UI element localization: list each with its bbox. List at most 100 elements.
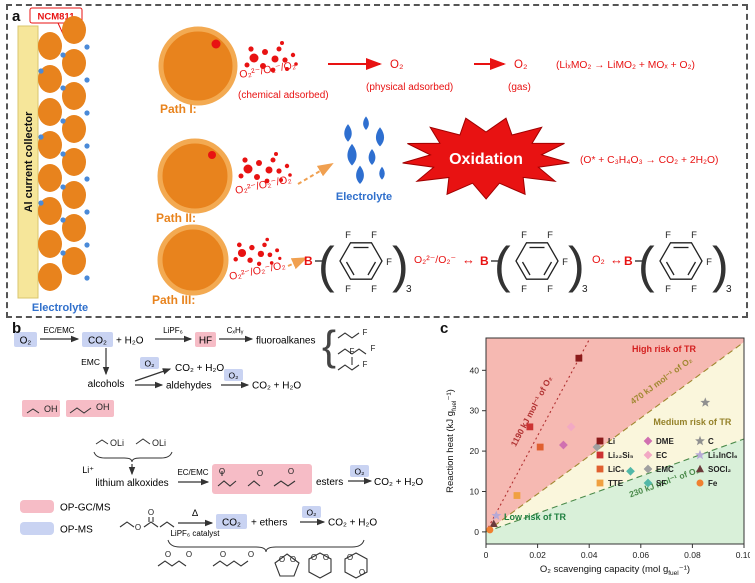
ncm-particle-large [157, 138, 233, 214]
atom-label: O [347, 553, 353, 562]
threshold-line [485, 438, 745, 533]
atom-label: F [363, 328, 368, 337]
panel-b-canvas: O₂ EC/EMC CO₂ + H₂O LiPF₆ HF CₓHᵧ fluoro… [14, 324, 423, 579]
data-point [643, 436, 653, 446]
atom-label: O [135, 523, 141, 532]
legend-label: DME [656, 437, 674, 446]
product-label: fluoroalkanes [256, 336, 315, 347]
equilibrium-arrow: ↔ [462, 252, 475, 267]
intermediate-label: esters [316, 477, 343, 488]
plot-border [485, 337, 745, 545]
y-axis-label: Reaction heat (kJ gfuel⁻¹) [445, 389, 458, 493]
threshold-line [485, 341, 745, 533]
alcohol-structures: OH OH [22, 400, 114, 417]
atom-label: O [311, 553, 317, 562]
legend-label: SOCl₂ [708, 465, 732, 474]
panel-a-label: a [12, 8, 21, 25]
x-tick-label: 0.06 [633, 550, 650, 560]
arrow-condition: LiPF₆ [163, 326, 183, 335]
state-label: (chemical adsorbed) [238, 90, 329, 101]
o2-label: O₂ [145, 359, 155, 369]
legend-label: Li [608, 437, 615, 446]
ncm-particles [38, 16, 86, 291]
data-point [643, 464, 653, 474]
state-label: (physical adsorbed) [366, 82, 453, 93]
intermediate-label: alcohols [88, 379, 125, 390]
electrode: Al current collector NCM811 [17, 7, 90, 314]
data-point [596, 465, 604, 473]
alkoxide-row: OLi OLi Li⁺ lithium alkoxides EC/EMC O O… [82, 438, 423, 494]
hf-label: HF [199, 336, 212, 347]
reaction-row-2: EMC alcohols O₂ CO₂ + H₂O aldehydes O₂ C… [81, 348, 301, 392]
o2-label: O₂ [307, 508, 317, 518]
data-point [536, 443, 544, 451]
path-1-label: Path I: [160, 102, 197, 116]
intermediate-label: aldehydes [166, 381, 212, 392]
o2-label: O₂ [229, 371, 239, 381]
panel-a: a B ( [6, 4, 748, 318]
species-label: O₂²⁻/O₂⁻/O₂ [238, 59, 296, 81]
data-point [513, 492, 521, 499]
product-label: + ethers [251, 518, 287, 529]
dashed-arrow [297, 162, 334, 185]
path-2-label: Path II: [156, 211, 196, 225]
product-label: CO₂ + H₂O [328, 518, 377, 529]
arrow-condition: EC/EMC [177, 468, 208, 477]
atom-label: O [186, 550, 192, 559]
data-point [575, 354, 583, 362]
data-point [491, 510, 502, 520]
oxidation-burst [402, 117, 570, 200]
y-tick-label: 0 [474, 527, 479, 537]
data-point [696, 479, 704, 487]
atom-label: O [148, 508, 154, 517]
o2-label: O₂ [592, 254, 605, 266]
atom-label: O [359, 568, 365, 577]
risk-chart: 1190 kJ mol⁻¹ of O₂ 470 kJ mol⁻¹ of O₂230… [445, 337, 750, 577]
threshold-line [485, 337, 591, 533]
legend-label: TTE [608, 479, 624, 488]
electrolyte-label: Electrolyte [32, 302, 88, 314]
atom-label: O [279, 555, 285, 564]
atom-label: O [288, 467, 294, 476]
atom-label: O [248, 550, 254, 559]
o2-label: O₂ [390, 59, 403, 71]
x-tick-label: 0.02 [529, 550, 546, 560]
reaction-equation: (O* + C₃H₄O₃ → CO₂ + 2H₂O) [580, 155, 718, 166]
collector-label: Al current collector [23, 111, 35, 213]
data-point [700, 397, 711, 407]
atom-label: F [363, 360, 368, 369]
product-label: CO₂ + H₂O [252, 381, 301, 392]
region-label: Low risk of TR [504, 512, 567, 522]
o2-label: O₂ [514, 59, 527, 71]
atom-label: OLi [110, 438, 124, 448]
data-point [596, 479, 604, 487]
x-tick-label: 0.10 [736, 550, 750, 560]
dashed-arrow [287, 257, 308, 270]
arrow-condition: CₓHᵧ [227, 326, 244, 335]
legend-label: LiC₆ [608, 465, 625, 474]
y-tick-label: 40 [470, 365, 480, 375]
x-tick-label: 0.04 [581, 550, 598, 560]
atom-label: O [165, 550, 171, 559]
panel-c-label: c [440, 320, 449, 337]
delta-label: Δ [192, 508, 199, 519]
data-point [643, 478, 653, 488]
product-label: CO₂ + H₂O [175, 363, 224, 374]
legend-label: Li₃InCl₆ [708, 451, 738, 460]
brace: { [322, 324, 336, 369]
ester-structures: O O O [217, 467, 296, 487]
li-ion-label: Li⁺ [82, 465, 94, 475]
ncm-label: NCM811 [38, 12, 76, 23]
method-legend: OP-GC/MS OP-MS [20, 500, 111, 536]
region-label: High risk of TR [632, 344, 697, 354]
reaction-equation: (LiₓMO₂ → LiMO₂ + MOₓ + O₂) [556, 60, 695, 71]
atom-label: O [219, 467, 225, 476]
atom-label: OH [44, 404, 58, 414]
panel-c: c 1190 kJ mol⁻¹ of O₂ 470 kJ mol⁻¹ of O₂ 2… [436, 318, 754, 582]
data-point [592, 442, 602, 452]
burst-label: Oxidation [449, 151, 523, 168]
atom-label: F [350, 347, 355, 356]
data-point [696, 464, 704, 473]
electrolyte-dots [38, 44, 90, 281]
